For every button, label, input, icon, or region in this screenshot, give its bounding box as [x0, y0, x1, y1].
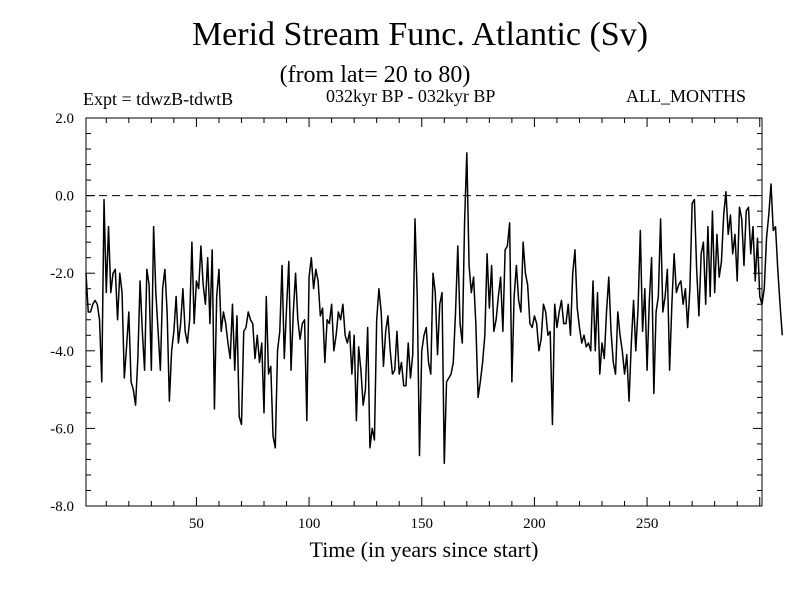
- chart-title: Merid Stream Func. Atlantic (Sv): [191, 16, 649, 53]
- y-tick-label: 2.0: [55, 111, 74, 127]
- series-layer: [85, 152, 784, 465]
- y-tick-label: -4.0: [50, 344, 74, 360]
- x-tick-label: 200: [523, 516, 546, 532]
- experiment-label: Expt = tdwzB-tdwtB: [83, 89, 234, 109]
- chart-subtitle: (from lat= 20 to 80): [279, 62, 471, 88]
- x-tick-label: 100: [298, 516, 321, 532]
- y-tick-label: -8.0: [50, 499, 74, 515]
- y-tick-label: 0.0: [55, 189, 74, 205]
- plot-frame: [85, 117, 763, 507]
- y-tick-label: -2.0: [50, 266, 74, 282]
- period-label: 032kyr BP - 032kyr BP: [326, 86, 496, 106]
- axis-tick-labels: 50 100 150 200 250 2.0 0.0 -2.0 -4.0 -6.0 -8.0: [50, 111, 658, 532]
- x-tick-label: 50: [189, 516, 204, 532]
- months-label: ALL_MONTHS: [626, 86, 746, 106]
- y-tick-label: -6.0: [50, 421, 74, 437]
- axis-ticks: [86, 117, 762, 507]
- x-tick-label: 250: [636, 516, 659, 532]
- x-tick-label: 150: [410, 516, 433, 532]
- series-line: [85, 152, 784, 465]
- x-axis-label: Time (in years since start): [310, 537, 539, 562]
